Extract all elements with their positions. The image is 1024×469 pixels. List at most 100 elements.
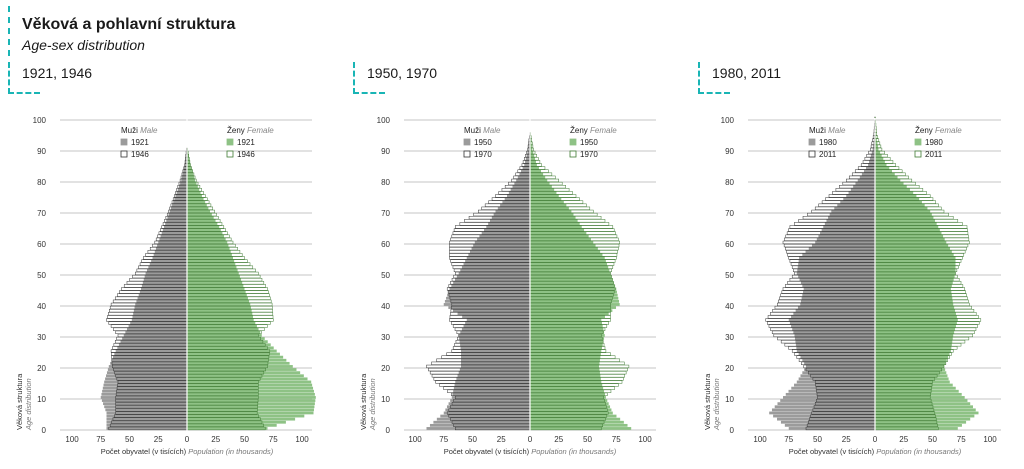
legend-female-cz: Ženy [915, 126, 935, 135]
female-filled-bar [530, 420, 624, 424]
male-filled-bar [452, 392, 530, 396]
male-filled-bar [823, 225, 875, 229]
legend-male-outline-swatch [463, 150, 471, 158]
y-tick-label: 100 [33, 116, 47, 125]
legend-male-header: Muži Male [121, 126, 158, 135]
female-filled-bar [875, 200, 922, 204]
female-filled-bar [187, 241, 228, 244]
female-filled-bar [530, 210, 572, 213]
male-filled-bar [798, 259, 875, 263]
female-filled-bar [530, 423, 628, 427]
legend-male-cz: Muži [121, 126, 140, 135]
male-filled-bar [144, 275, 187, 278]
female-filled-bar [875, 182, 904, 185]
female-filled-bar [875, 420, 967, 424]
female-filled-bar [187, 408, 314, 412]
female-filled-bar [530, 371, 600, 375]
male-filled-bar [106, 423, 187, 427]
male-filled-bar [463, 262, 530, 266]
female-filled-bar [530, 427, 632, 430]
female-filled-bar [187, 309, 252, 313]
female-filled-bar [187, 343, 271, 347]
legend-female-header: Ženy Female [227, 126, 274, 135]
y-axis-label-en: Age distribution [712, 378, 721, 431]
male-filled-bar [869, 157, 875, 161]
female-filled-bar [530, 169, 542, 173]
female-filled-bar [875, 185, 907, 189]
male-filled-bar [811, 244, 875, 247]
female-filled-bar [530, 194, 559, 198]
legend-male-outline-label: 2011 [819, 150, 837, 159]
female-filled-bar [530, 324, 603, 328]
y-tick-label: 80 [725, 178, 734, 187]
female-filled-bar [875, 377, 949, 381]
female-filled-bar [187, 185, 198, 189]
legend-male-filled-swatch [463, 138, 471, 146]
female-filled-bar [187, 321, 256, 325]
female-filled-bar [187, 371, 301, 375]
male-filled-bar [488, 222, 530, 226]
female-filled-bar [530, 386, 604, 390]
male-filled-bar [800, 303, 875, 306]
male-filled-bar [173, 200, 187, 204]
female-filled-bar [187, 231, 223, 235]
male-filled-bar [128, 324, 187, 328]
male-filled-bar [141, 287, 187, 291]
female-filled-bar [187, 330, 261, 334]
male-filled-bar [798, 377, 875, 381]
x-tick-label: 25 [211, 435, 220, 444]
male-filled-bar [458, 272, 530, 275]
female-filled-bar [187, 399, 316, 402]
male-filled-bar [519, 172, 530, 176]
female-filled-bar [875, 278, 954, 282]
female-filled-bar [530, 383, 603, 387]
male-filled-bar [524, 163, 530, 167]
male-filled-bar [796, 272, 875, 275]
panel-1-title: 1921, 1946 [22, 65, 93, 81]
male-filled-bar [184, 166, 187, 170]
y-tick-label: 80 [381, 178, 390, 187]
male-filled-bar [456, 275, 530, 278]
male-filled-bar [120, 340, 187, 344]
female-filled-bar [187, 166, 192, 170]
male-filled-bar [172, 203, 187, 207]
male-filled-bar [463, 324, 530, 328]
x-tick-label: 50 [125, 435, 134, 444]
female-filled-bar [875, 371, 947, 375]
male-filled-bar [447, 293, 530, 297]
female-filled-bar [875, 361, 946, 365]
male-filled-bar [433, 420, 530, 424]
female-filled-bar [530, 365, 599, 368]
legend-male-filled-label: 1950 [474, 138, 492, 147]
male-filled-bar [797, 268, 875, 272]
male-filled-bar [148, 265, 187, 269]
female-filled-bar [875, 216, 934, 220]
female-filled-bar [187, 256, 233, 260]
male-filled-bar [469, 250, 530, 254]
female-filled-bar [187, 411, 314, 415]
male-filled-bar [525, 160, 530, 164]
female-filled-bar [875, 414, 975, 418]
female-filled-bar [187, 377, 308, 381]
legend-male-outline-swatch [808, 150, 816, 158]
female-filled-bar [187, 386, 314, 390]
female-filled-bar [875, 253, 954, 257]
male-filled-bar [455, 278, 530, 282]
male-filled-bar [489, 219, 530, 223]
male-filled-bar [794, 383, 875, 387]
female-filled-bar [530, 265, 609, 269]
female-filled-bar [875, 250, 952, 254]
female-filled-bar [530, 408, 612, 412]
x-axis-label: Počet obyvatel (v tisících) Population (… [101, 447, 274, 456]
female-filled-bar [875, 296, 953, 300]
male-filled-bar [868, 163, 875, 167]
male-filled-bar [866, 166, 875, 170]
female-filled-bar [530, 402, 609, 406]
x-tick-label: 50 [813, 435, 822, 444]
male-filled-bar [837, 203, 875, 207]
female-filled-bar [875, 402, 971, 406]
male-filled-bar [465, 321, 530, 325]
male-filled-bar [104, 405, 187, 409]
female-filled-bar [530, 268, 610, 272]
male-filled-bar [521, 169, 530, 173]
